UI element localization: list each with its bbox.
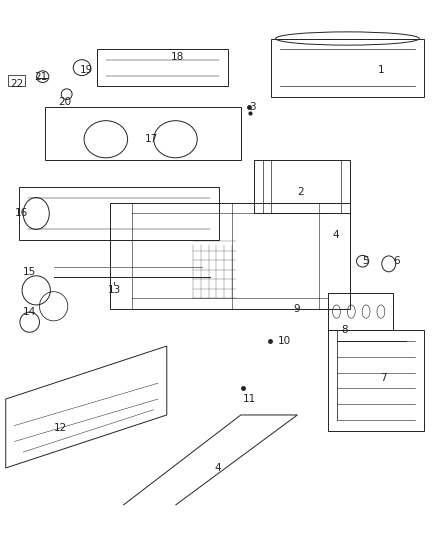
Text: 5: 5 bbox=[363, 256, 369, 266]
Text: 9: 9 bbox=[293, 304, 300, 314]
Text: 10: 10 bbox=[278, 336, 291, 346]
Text: 19: 19 bbox=[80, 66, 93, 75]
Text: 17: 17 bbox=[145, 134, 158, 144]
Text: 4: 4 bbox=[215, 463, 221, 473]
Text: 11: 11 bbox=[243, 394, 256, 404]
Text: 16: 16 bbox=[14, 208, 28, 219]
Text: 6: 6 bbox=[393, 256, 400, 266]
Text: 8: 8 bbox=[341, 325, 347, 335]
Text: 1: 1 bbox=[378, 66, 385, 75]
Text: 15: 15 bbox=[23, 267, 36, 277]
Text: 21: 21 bbox=[34, 71, 47, 82]
Text: 22: 22 bbox=[10, 78, 23, 88]
Text: 2: 2 bbox=[297, 187, 304, 197]
Text: 18: 18 bbox=[171, 52, 184, 62]
Text: 20: 20 bbox=[58, 97, 71, 107]
Text: 3: 3 bbox=[250, 102, 256, 112]
Text: 13: 13 bbox=[108, 285, 121, 295]
Text: 4: 4 bbox=[332, 230, 339, 240]
Text: 7: 7 bbox=[380, 373, 387, 383]
Text: 12: 12 bbox=[53, 423, 67, 433]
Text: 14: 14 bbox=[23, 306, 36, 317]
